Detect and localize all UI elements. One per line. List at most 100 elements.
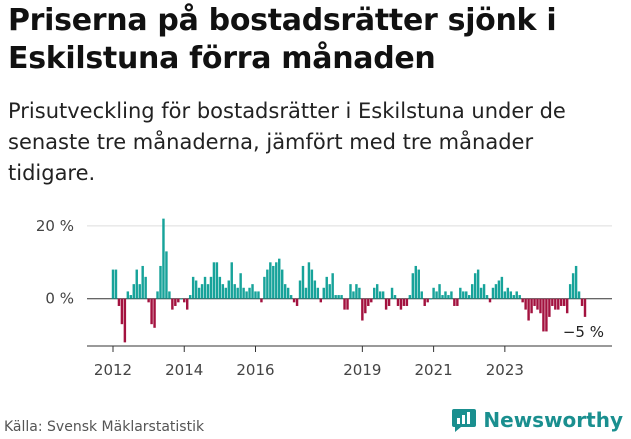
bar: [162, 218, 165, 299]
bar: [548, 298, 551, 317]
bar: [218, 276, 222, 299]
bar: [485, 295, 489, 299]
bar: [405, 298, 409, 306]
newsworthy-logo-icon: [452, 409, 477, 432]
bar: [144, 276, 147, 299]
bar: [289, 295, 293, 299]
chart-bars: [111, 218, 587, 343]
bar: [269, 262, 272, 299]
bar: [183, 298, 186, 303]
bar: [577, 291, 581, 299]
bar: [456, 298, 459, 306]
bar: [126, 291, 130, 299]
bar: [358, 287, 361, 299]
bar: [230, 262, 233, 299]
bar: [141, 265, 144, 299]
bar: [375, 284, 379, 299]
x-tick-label: 2012: [94, 361, 132, 379]
x-tick-label: 2014: [165, 361, 203, 379]
bar: [435, 291, 438, 299]
bar: [212, 262, 216, 299]
bar: [364, 298, 367, 314]
bar: [390, 287, 394, 299]
bar: [236, 287, 239, 299]
bar: [147, 298, 150, 303]
bar: [361, 298, 364, 321]
bar: [497, 280, 501, 299]
bar: [479, 287, 483, 299]
bar: [194, 280, 198, 299]
bar: [301, 265, 305, 299]
page-subtitle: Prisutveckling för bostadsrätter i Eskil…: [8, 99, 566, 185]
bar: [331, 273, 334, 299]
bar: [257, 291, 260, 299]
bar: [180, 298, 183, 300]
bar: [340, 295, 343, 299]
bar: [239, 273, 242, 299]
bar: [557, 298, 560, 310]
bar: [396, 298, 400, 306]
bar: [393, 295, 397, 299]
bar: [462, 291, 465, 299]
brand-logo: Newsworthy: [451, 407, 623, 433]
bar: [227, 280, 230, 299]
bar: [444, 291, 447, 299]
bar: [518, 295, 521, 299]
bar: [438, 284, 441, 299]
bar: [429, 298, 432, 300]
bar: [500, 276, 504, 299]
bar: [129, 295, 133, 299]
bar: [420, 291, 423, 299]
bar: [450, 291, 453, 299]
bar: [242, 287, 245, 299]
bar: [135, 269, 138, 299]
bar: [373, 287, 376, 299]
x-tick-label: 2016: [236, 361, 274, 379]
bar: [468, 295, 471, 299]
bar: [571, 273, 575, 299]
bar: [509, 291, 513, 299]
bar: [188, 295, 192, 299]
bar: [221, 284, 225, 299]
bar: [402, 298, 406, 306]
bar: [313, 280, 317, 299]
bar: [355, 284, 358, 299]
bar: [200, 284, 204, 299]
bar: [319, 298, 323, 303]
bar: [551, 298, 554, 306]
last-value-label: −5 %: [563, 323, 604, 341]
bar: [399, 298, 403, 310]
bar: [174, 298, 177, 306]
bar: [292, 298, 296, 303]
bar: [283, 284, 287, 299]
bar: [266, 269, 269, 299]
bar: [417, 269, 420, 299]
bar: [248, 287, 251, 299]
bar: [470, 284, 474, 299]
bar: [224, 287, 228, 299]
bar: [280, 269, 284, 299]
bar: [563, 298, 566, 306]
bar: [328, 284, 331, 299]
bar: [114, 269, 118, 299]
bar: [334, 295, 337, 299]
bar: [209, 276, 213, 299]
bar: [565, 298, 569, 314]
bar: [574, 265, 578, 299]
bar: [177, 298, 180, 303]
bar: [138, 284, 141, 299]
bar: [554, 298, 557, 310]
bar: [447, 295, 450, 299]
bar-chart: 2012 2014 2016 2019 2021 2023 20 % 0 % −5 %: [36, 217, 612, 379]
bar: [322, 287, 325, 299]
bar: [298, 280, 302, 299]
bar: [132, 284, 135, 299]
bar: [304, 287, 308, 299]
bar: [150, 298, 153, 325]
bar: [120, 298, 124, 325]
bar: [414, 265, 418, 299]
bar: [165, 251, 168, 299]
bar: [295, 298, 299, 306]
bar: [453, 298, 456, 306]
bar: [512, 295, 515, 299]
